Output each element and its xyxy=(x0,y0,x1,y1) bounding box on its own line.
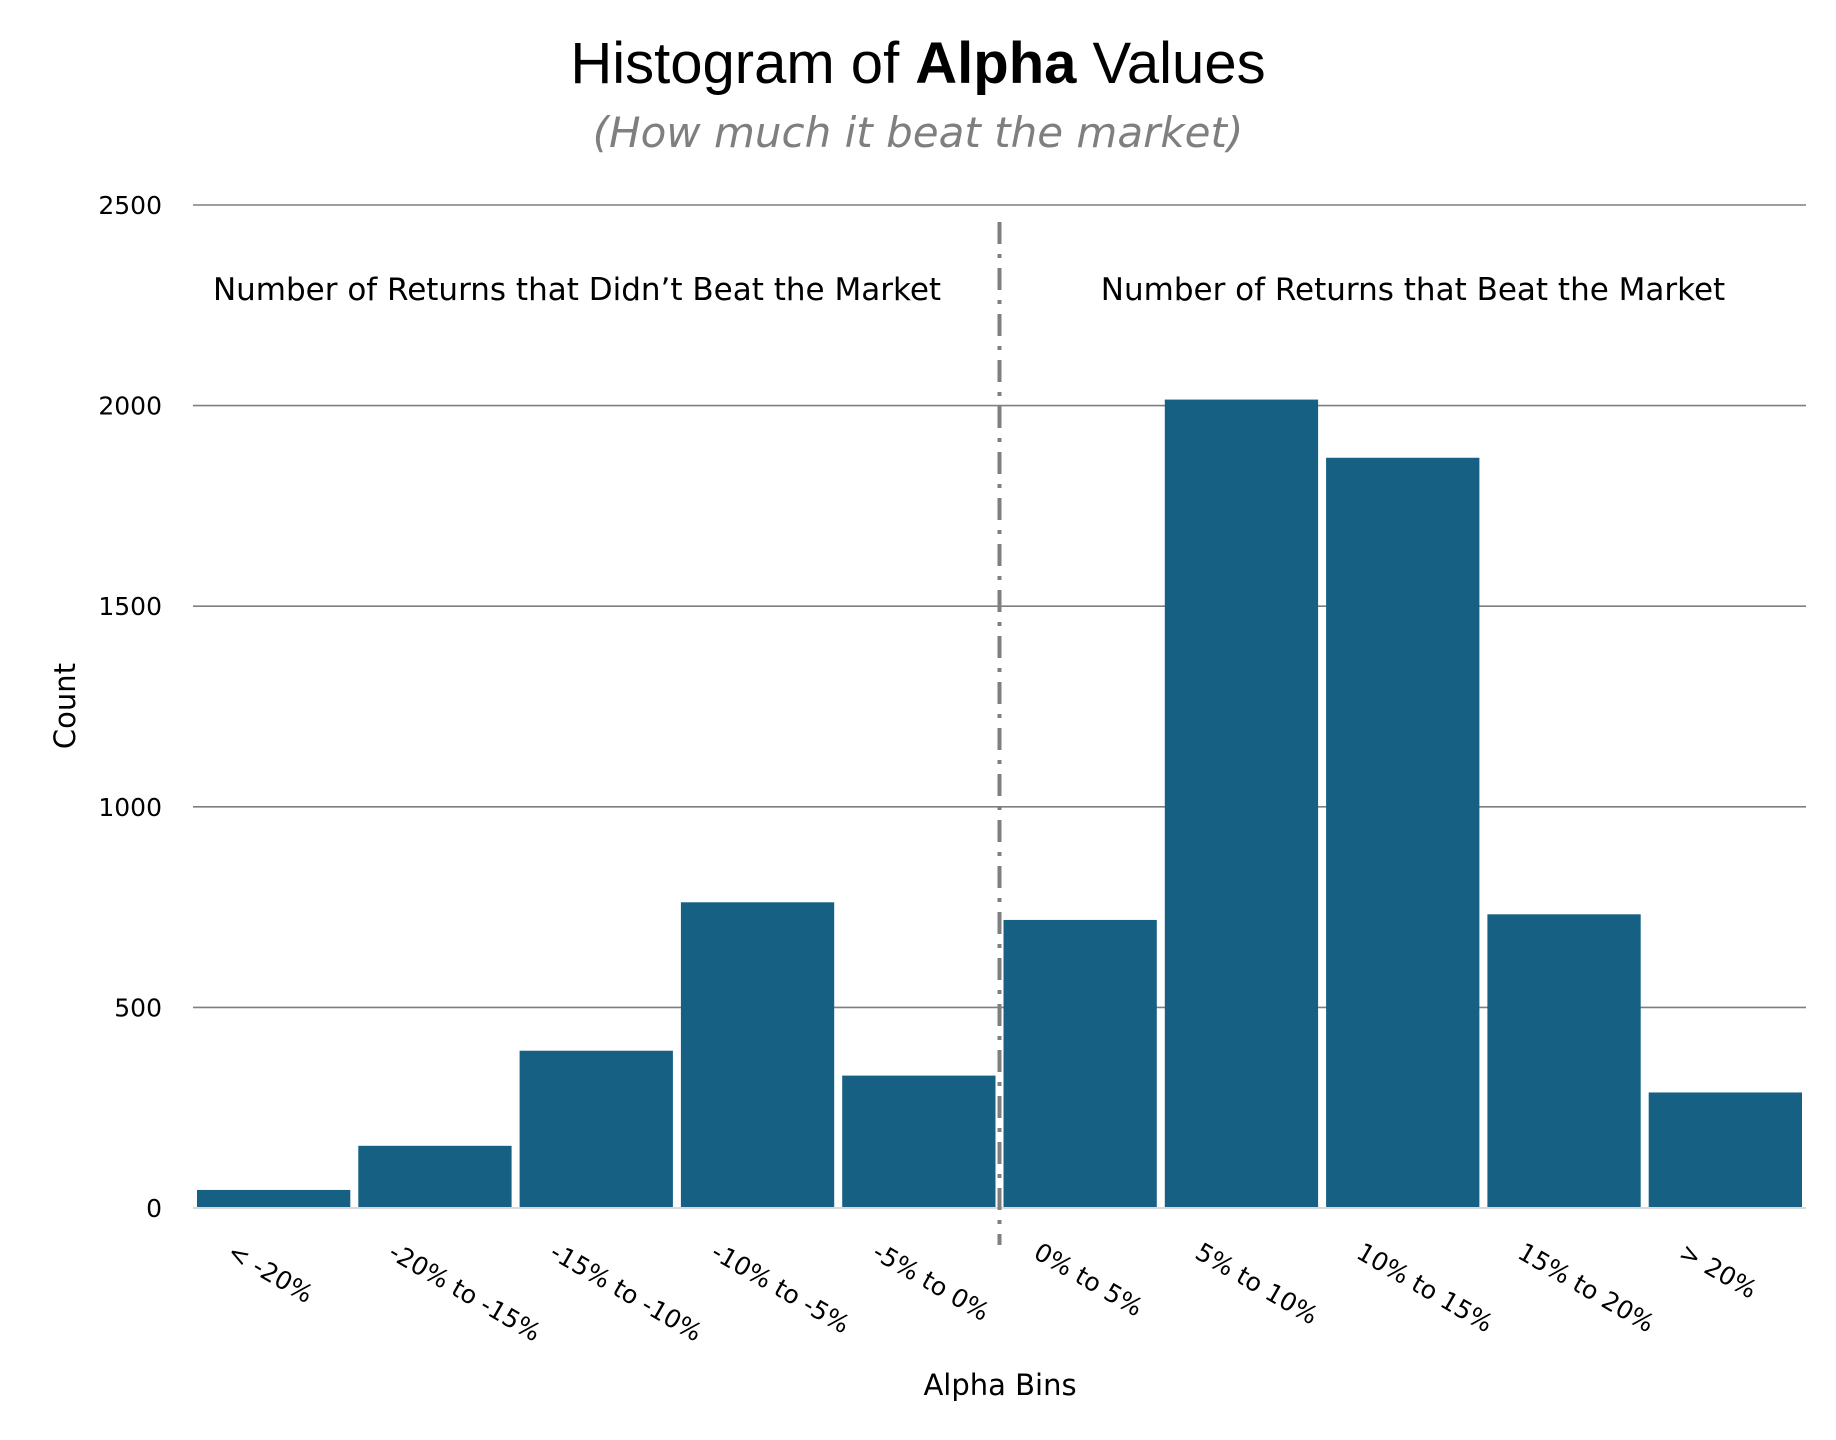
x-tick-label: < -20% xyxy=(223,1237,318,1309)
x-tick-label: 0% to 5% xyxy=(1029,1237,1148,1322)
x-axis-ticks: < -20% -20% to -15% -15% to -10% -10% to -5… xyxy=(223,1237,1762,1347)
y-tick-label: 1500 xyxy=(98,592,162,621)
y-axis-ticks: 0 500 1000 1500 2000 2500 xyxy=(98,191,162,1223)
chart-title-bold: Alpha xyxy=(915,31,1077,96)
y-tick-label: 500 xyxy=(114,993,162,1022)
x-tick-label: -15% to -10% xyxy=(545,1237,707,1347)
x-tick-label: -10% to -5% xyxy=(707,1237,855,1339)
y-tick-label: 2000 xyxy=(98,392,162,421)
y-tick-label: 1000 xyxy=(98,793,162,822)
x-tick-label: 15% to 20% xyxy=(1513,1237,1659,1338)
y-axis-label: Count xyxy=(48,663,82,749)
x-tick-label: > 20% xyxy=(1674,1237,1762,1304)
bar xyxy=(680,902,835,1208)
y-tick-label: 0 xyxy=(146,1194,162,1223)
chart-title-suffix: Values xyxy=(1076,31,1265,96)
x-tick-label: 10% to 15% xyxy=(1352,1237,1498,1338)
chart-title-prefix: Histogram of xyxy=(570,31,915,96)
bar xyxy=(197,1189,351,1208)
x-tick-label: -20% to -15% xyxy=(384,1237,546,1347)
chart-title: Histogram of Alpha Values xyxy=(570,31,1265,96)
annotation-below-market: Number of Returns that Didn’t Beat the M… xyxy=(213,272,941,308)
bar xyxy=(1648,1092,1802,1208)
y-tick-label: 2500 xyxy=(98,191,162,220)
x-tick-label: 5% to 10% xyxy=(1190,1237,1322,1330)
x-axis-label: Alpha Bins xyxy=(923,1368,1076,1402)
chart-subtitle: (How much it beat the market) xyxy=(593,108,1244,157)
annotation-beat-market: Number of Returns that Beat the Market xyxy=(1101,272,1725,308)
bar xyxy=(519,1050,673,1208)
bar xyxy=(1487,914,1641,1208)
bar xyxy=(358,1145,512,1208)
bar xyxy=(842,1075,996,1208)
bar xyxy=(1164,399,1319,1208)
bar xyxy=(1326,457,1480,1209)
bar xyxy=(1003,919,1157,1208)
bars xyxy=(197,399,1802,1209)
x-tick-label: -5% to 0% xyxy=(868,1237,995,1327)
